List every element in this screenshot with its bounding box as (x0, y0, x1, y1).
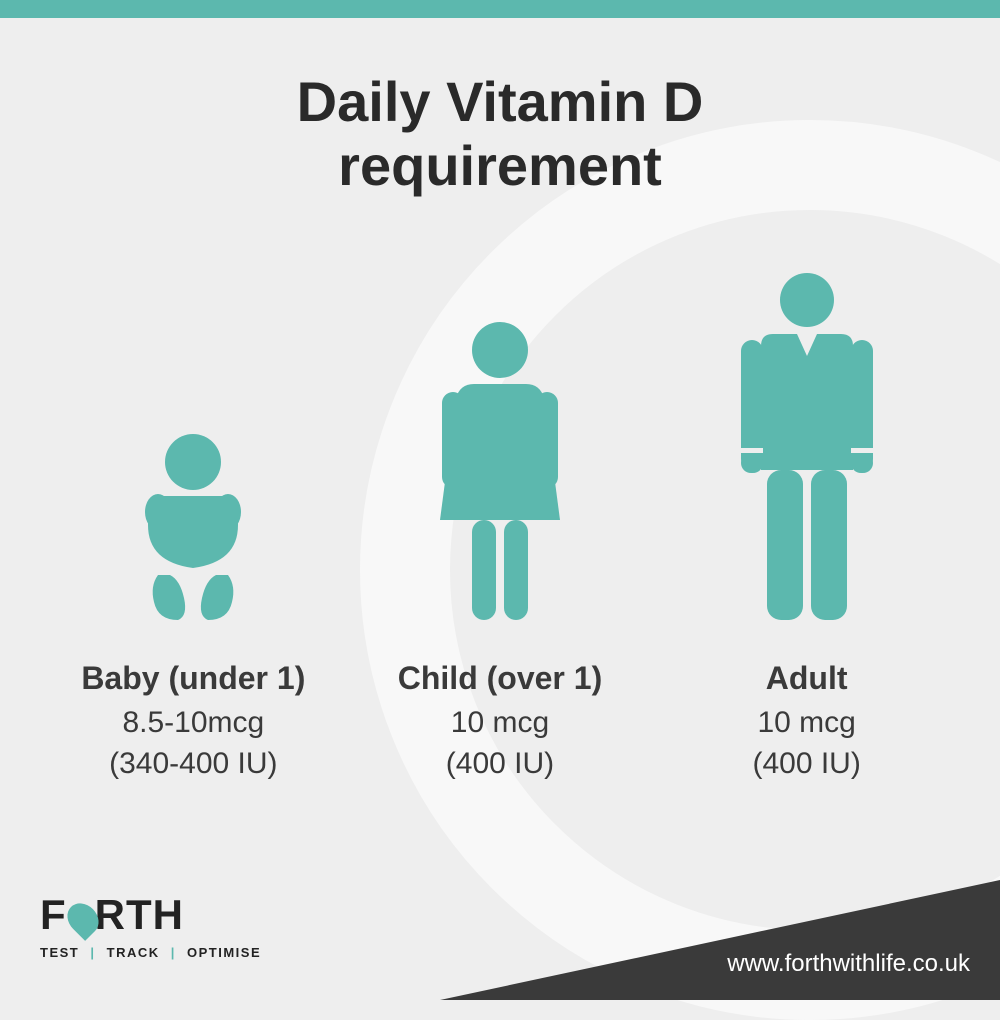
brand-part2: RTH (95, 891, 184, 939)
tagline-2: TRACK (107, 945, 160, 960)
category-child: Child (over 1) 10 mcg (400 IU) (350, 270, 650, 784)
child-icon (400, 320, 600, 630)
category-adult: Adult 10 mcg (400 IU) (657, 270, 957, 784)
adult-iu: (400 IU) (657, 744, 957, 785)
tagline-sep-1: | (90, 945, 95, 960)
footer-url: www.forthwithlife.co.uk (727, 950, 970, 978)
category-baby: Baby (under 1) 8.5-10mcg (340-400 IU) (43, 270, 343, 784)
child-label: Child (over 1) (350, 660, 650, 697)
adult-mcg: 10 mcg (657, 703, 957, 744)
brand-tagline: TEST | TRACK | OPTIMISE (40, 945, 261, 960)
baby-mcg: 8.5-10mcg (43, 703, 343, 744)
brand-logo: F RTH (40, 891, 261, 939)
adult-label: Adult (657, 660, 957, 697)
tagline-1: TEST (40, 945, 79, 960)
adult-icon (707, 270, 907, 630)
brand-part1: F (40, 891, 67, 939)
baby-label: Baby (under 1) (43, 660, 343, 697)
brand-block: F RTH TEST | TRACK | OPTIMISE (40, 891, 261, 960)
categories-row: Baby (under 1) 8.5-10mcg (340-400 IU) Ch… (0, 270, 1000, 784)
page-title: Daily Vitamin D requirement (0, 70, 1000, 199)
footer-angle-bar (360, 880, 1000, 1000)
child-iu: (400 IU) (350, 744, 650, 785)
tagline-sep-2: | (171, 945, 176, 960)
title-line-2: requirement (338, 134, 662, 197)
baby-icon-wrap (43, 270, 343, 630)
title-line-1: Daily Vitamin D (297, 70, 704, 133)
tagline-3: OPTIMISE (187, 945, 261, 960)
baby-icon (108, 430, 278, 630)
baby-iu: (340-400 IU) (43, 744, 343, 785)
adult-icon-wrap (657, 270, 957, 630)
top-accent-bar (0, 0, 1000, 18)
child-icon-wrap (350, 270, 650, 630)
child-mcg: 10 mcg (350, 703, 650, 744)
